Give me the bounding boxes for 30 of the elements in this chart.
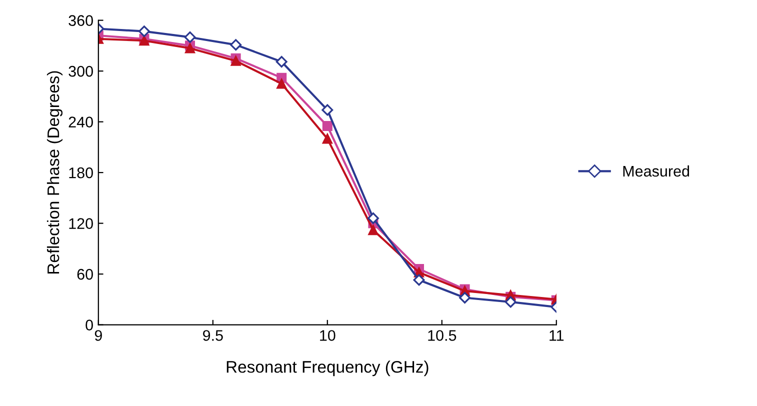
point [276, 78, 287, 89]
point [504, 296, 516, 308]
y-tick-label: 0 [86, 320, 93, 330]
y-tick-label: 360 [68, 15, 93, 26]
point [459, 292, 471, 304]
point [184, 31, 196, 43]
x-tick-label: 10.5 [428, 330, 456, 341]
point [322, 134, 332, 144]
x-tick-label: 11 [550, 330, 564, 341]
point [276, 56, 288, 68]
point [367, 212, 379, 224]
y-tick-label: 240 [68, 116, 93, 128]
point [138, 26, 150, 38]
point [413, 274, 425, 286]
point [368, 225, 378, 236]
y-tick-label: 120 [69, 218, 93, 229]
point [185, 43, 196, 54]
x-tick-label: 10 [320, 330, 336, 341]
x-axis-title: Resonant Frequency (GHz) [226, 360, 428, 376]
y-tick-label: 180 [69, 167, 93, 178]
y-axis-title: Reflection Phase (Degrees) [46, 71, 63, 274]
legend-label: Measured [623, 165, 690, 177]
point [230, 39, 242, 51]
point [230, 56, 241, 66]
point [322, 121, 332, 132]
x-tick-label: 9 [94, 330, 102, 341]
x-tick-label: 9.5 [203, 330, 223, 341]
y-tick-label: 300 [68, 66, 93, 77]
y-tick-label: 60 [77, 268, 93, 280]
point [322, 104, 334, 116]
